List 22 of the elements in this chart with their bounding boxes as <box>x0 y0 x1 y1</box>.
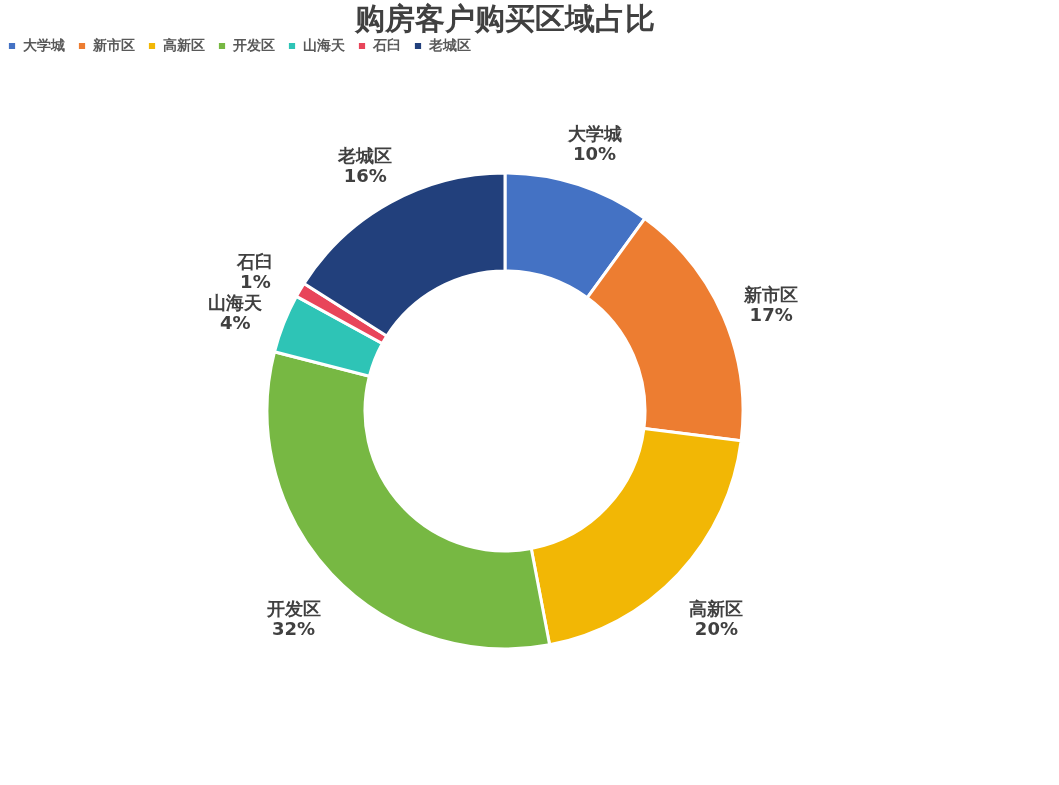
chart-title: 购房客户购买区域占比 <box>354 1 655 36</box>
legend-label: 山海天 <box>303 37 346 53</box>
data-label: 32% <box>272 617 316 639</box>
slice-label: 高新区 <box>689 597 744 619</box>
data-label: 10% <box>573 143 617 165</box>
legend-label: 新市区 <box>92 37 135 53</box>
legend-label: 开发区 <box>232 37 275 53</box>
slice-label: 老城区 <box>337 144 393 166</box>
data-label: 20% <box>694 617 738 639</box>
slice-label: 开发区 <box>265 597 321 619</box>
slice-label: 新市区 <box>743 283 799 305</box>
data-label: 4% <box>220 312 251 334</box>
legend-label: 老城区 <box>428 37 471 53</box>
slice-label: 石臼 <box>236 251 274 273</box>
legend-label: 大学城 <box>23 37 65 53</box>
slice-label: 山海天 <box>208 292 263 314</box>
legend-label: 石臼 <box>372 37 401 53</box>
slice-label: 大学城 <box>566 123 622 145</box>
data-label: 17% <box>749 303 793 325</box>
data-label: 1% <box>240 271 271 293</box>
legend-label: 高新区 <box>163 37 205 53</box>
data-label: 16% <box>343 164 387 186</box>
